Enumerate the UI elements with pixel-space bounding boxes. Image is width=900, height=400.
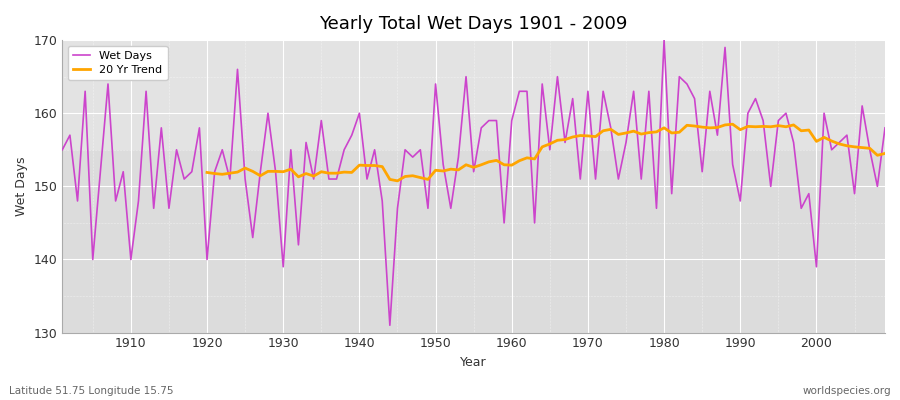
Y-axis label: Wet Days: Wet Days xyxy=(15,156,28,216)
Wet Days xyxy=(331,177,342,182)
Line: 20 Yr Trend: 20 Yr Trend xyxy=(207,124,885,181)
Wet Days xyxy=(606,126,616,130)
Wet Days xyxy=(514,89,525,94)
20 Yr Trend xyxy=(331,171,342,176)
Wet Days xyxy=(659,38,670,42)
Wet Days xyxy=(285,147,296,152)
20 Yr Trend xyxy=(285,167,296,172)
Line: Wet Days: Wet Days xyxy=(62,40,885,325)
Bar xyxy=(62,40,885,150)
Legend: Wet Days, 20 Yr Trend: Wet Days, 20 Yr Trend xyxy=(68,46,167,80)
Text: Latitude 51.75 Longitude 15.75: Latitude 51.75 Longitude 15.75 xyxy=(9,386,174,396)
Wet Days xyxy=(507,118,517,123)
Title: Yearly Total Wet Days 1901 - 2009: Yearly Total Wet Days 1901 - 2009 xyxy=(320,15,628,33)
Text: worldspecies.org: worldspecies.org xyxy=(803,386,891,396)
20 Yr Trend xyxy=(499,162,509,167)
X-axis label: Year: Year xyxy=(460,356,487,369)
Wet Days xyxy=(57,147,68,152)
Wet Days xyxy=(384,323,395,328)
Wet Days xyxy=(879,126,890,130)
Wet Days xyxy=(118,169,129,174)
20 Yr Trend xyxy=(598,128,608,133)
20 Yr Trend xyxy=(879,151,890,156)
20 Yr Trend xyxy=(507,163,517,168)
